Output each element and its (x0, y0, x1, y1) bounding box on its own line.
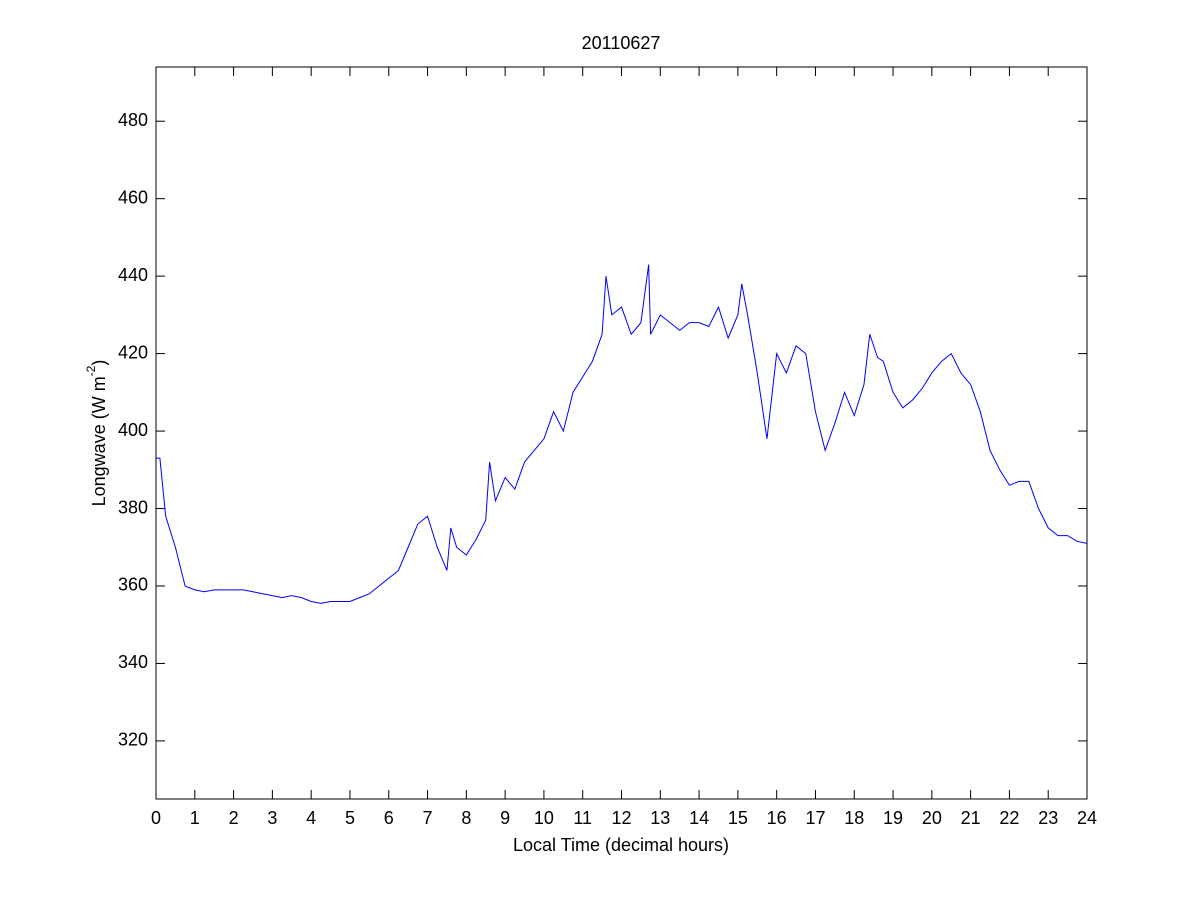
x-tick-label: 21 (961, 808, 981, 828)
x-tick-label: 7 (423, 808, 433, 828)
data-line (156, 264, 1088, 604)
x-tick-label: 6 (384, 808, 394, 828)
y-tick-label: 460 (118, 187, 148, 207)
x-tick-label: 18 (844, 808, 864, 828)
x-tick-label: 17 (805, 808, 825, 828)
x-tick-label: 9 (500, 808, 510, 828)
x-tick-label: 11 (573, 808, 592, 828)
x-tick-label: 3 (267, 808, 277, 828)
y-tick-label: 480 (118, 110, 148, 130)
x-tick-label: 23 (1038, 808, 1058, 828)
x-tick-label: 24 (1077, 808, 1097, 828)
y-tick-label: 380 (118, 497, 148, 517)
y-axis-label: Longwave (W m-2) (84, 360, 109, 507)
x-tick-label: 5 (345, 808, 355, 828)
x-tick-label: 1 (190, 808, 200, 828)
x-tick-label: 8 (461, 808, 471, 828)
y-tick-label: 340 (118, 652, 148, 672)
x-tick-label: 13 (650, 808, 670, 828)
x-tick-label: 22 (999, 808, 1019, 828)
x-tick-label: 0 (151, 808, 161, 828)
y-label-superscript: -2 (84, 365, 98, 376)
chart-title: 20110627 (582, 33, 661, 53)
x-tick-label: 15 (728, 808, 748, 828)
y-tick-label: 400 (118, 420, 148, 440)
y-tick-label: 360 (118, 575, 148, 595)
x-tick-label: 10 (534, 808, 554, 828)
y-tick-label: 420 (118, 342, 148, 362)
x-tick-label: 12 (611, 808, 631, 828)
y-tick-label: 320 (118, 730, 148, 750)
x-tick-label: 4 (306, 808, 316, 828)
x-tick-label: 16 (767, 808, 787, 828)
x-tick-label: 20 (922, 808, 942, 828)
x-tick-label: 2 (229, 808, 239, 828)
y-tick-label: 440 (118, 265, 148, 285)
y-label-suffix: ) (89, 360, 109, 366)
x-tick-label: 19 (883, 808, 903, 828)
x-axis-label: Local Time (decimal hours) (513, 835, 729, 855)
x-tick-label: 14 (689, 808, 709, 828)
y-label-text: Longwave (W m (89, 376, 109, 506)
